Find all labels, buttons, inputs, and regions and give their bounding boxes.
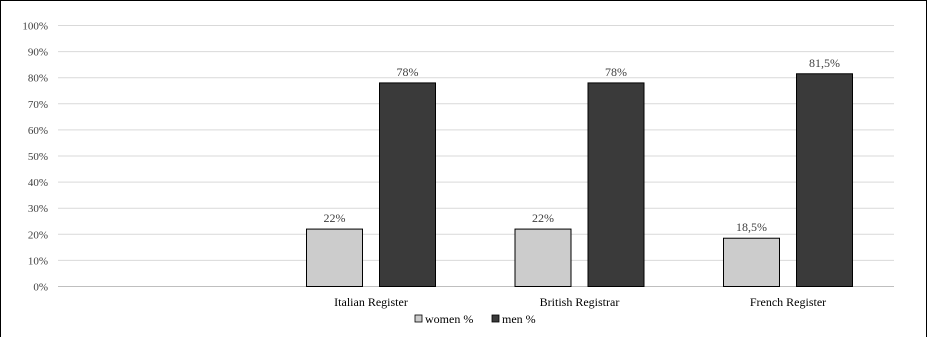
legend-swatch [414, 314, 423, 323]
legend-label: women % [425, 312, 473, 326]
y-tick-label: 10% [28, 255, 48, 267]
gridlines [58, 25, 894, 287]
bar-men-1 [587, 82, 645, 287]
data-label: 22% [324, 211, 346, 225]
y-tick-label: 30% [28, 203, 48, 215]
category-label: British Registrar [540, 295, 620, 309]
y-tick-label: 80% [28, 73, 48, 85]
data-label: 22% [532, 211, 554, 225]
y-tick-label: 100% [22, 21, 48, 33]
data-labels: 22% 78% 22% 78% 18,5% 81,5% [324, 56, 841, 234]
legend-swatch [491, 314, 500, 323]
y-tick-label: 40% [28, 177, 48, 189]
category-labels: Italian Register British Registrar French … [334, 295, 826, 309]
y-tick-label: 70% [28, 99, 48, 111]
y-axis-ticks: 0% 10% 20% 30% 40% 50% 60% 70% 80% 90% 100% [22, 21, 48, 294]
legend: women % men % [414, 312, 536, 326]
bars [306, 73, 853, 287]
legend-label: men % [502, 312, 536, 326]
y-tick-label: 50% [28, 151, 48, 163]
bar-men-0 [379, 82, 436, 287]
bar-men-2 [796, 73, 853, 287]
y-tick-label: 20% [28, 229, 48, 241]
bar-women-2 [723, 237, 780, 287]
y-tick-label: 60% [28, 125, 48, 137]
category-label: French Register [750, 295, 826, 309]
y-tick-label: 0% [33, 282, 48, 294]
bar-women-0 [306, 228, 363, 287]
y-tick-label: 90% [28, 47, 48, 59]
category-label: Italian Register [334, 295, 408, 309]
data-label: 78% [605, 65, 627, 79]
data-label: 18,5% [736, 220, 767, 234]
data-label: 78% [397, 65, 419, 79]
data-label: 81,5% [809, 56, 840, 70]
bar-women-1 [514, 228, 572, 287]
